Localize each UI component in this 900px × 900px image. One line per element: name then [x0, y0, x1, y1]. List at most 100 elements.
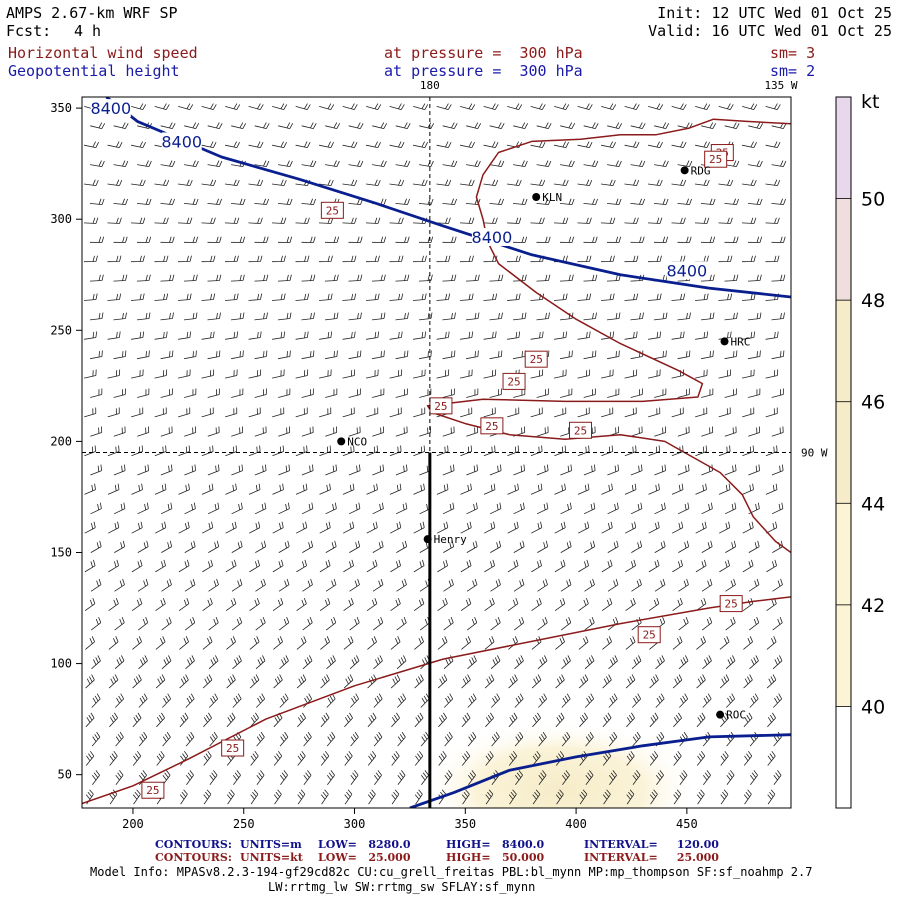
wind-barb	[536, 388, 549, 398]
wind-barb	[513, 160, 528, 167]
chart-overlay: RDG KLN HRC NCO Henry ROC	[82, 97, 791, 808]
wind-barb	[225, 141, 240, 148]
wind-barb	[413, 407, 426, 418]
wind-barb	[83, 179, 99, 186]
wind-barb	[85, 750, 95, 766]
wind-barb	[277, 312, 292, 321]
wind-barb	[765, 407, 778, 418]
wind-barb	[513, 502, 525, 515]
wind-barb	[373, 731, 383, 747]
wind-barb	[483, 445, 496, 457]
wind-barb	[272, 521, 284, 534]
wind-barb	[436, 369, 450, 379]
wind-barb	[748, 160, 763, 167]
wind-barb	[554, 597, 566, 612]
wind-barb	[749, 655, 759, 670]
wind-barb	[391, 712, 400, 728]
wind-barb	[390, 559, 401, 573]
wind-barb	[577, 103, 593, 110]
wind-barb	[677, 502, 690, 515]
wind-barb	[601, 407, 614, 418]
wind-contour-label: 25	[226, 742, 239, 755]
wind-barb	[160, 236, 175, 243]
wind-barb	[248, 293, 263, 301]
wind-barb	[630, 236, 645, 243]
wind-barb	[443, 616, 454, 631]
wind-barb	[671, 407, 684, 418]
wind-barb	[601, 483, 613, 495]
wind-barb	[413, 559, 425, 573]
wind-barb	[342, 369, 356, 379]
wind-barb	[577, 369, 591, 379]
wind-barb	[249, 636, 260, 650]
wind-barb	[767, 712, 776, 728]
wind-barb	[459, 179, 475, 186]
wind-label-box	[221, 739, 245, 757]
wind-barb	[654, 350, 667, 360]
wind-barb	[183, 236, 199, 243]
colorbar-band	[836, 97, 851, 199]
wind-barb	[154, 445, 167, 457]
wind-barb	[183, 312, 198, 321]
wind-barb	[531, 636, 542, 650]
wind-barb	[389, 293, 404, 301]
wind-barb	[231, 350, 244, 360]
wind-barb	[555, 789, 564, 805]
wind-barb	[442, 198, 457, 205]
station-label: RDG	[691, 164, 711, 177]
wind-barb	[178, 483, 190, 495]
wind-barb	[695, 103, 711, 110]
wind-barb	[508, 750, 518, 766]
wind-barb	[577, 255, 592, 263]
wind-barb	[513, 540, 525, 553]
wind-barb	[701, 578, 713, 592]
wind-contour-label: 25	[709, 153, 722, 166]
wind-barb	[419, 388, 432, 398]
wind-barb	[600, 255, 615, 263]
wind-barb	[179, 789, 188, 805]
wind-barb	[395, 388, 408, 398]
wind-barb	[224, 255, 239, 263]
wind-barb	[773, 693, 783, 708]
wind-barb	[89, 312, 104, 321]
wind-barb	[578, 674, 589, 689]
wind-barb	[531, 674, 542, 689]
wind-barb	[201, 293, 216, 301]
colorbar-tick-label: 42	[861, 595, 885, 617]
wind-barb	[342, 331, 356, 340]
axes: 200 250 300 350 400 450 50 100 150 200 250 300 350 18…	[50, 79, 828, 831]
wind-barb	[138, 770, 147, 786]
wind-barb	[395, 350, 409, 360]
wind-barb	[624, 255, 639, 263]
wind-barb	[207, 160, 223, 167]
wind-barb	[508, 712, 518, 728]
footer-height-low: LOW= 8280.0	[318, 838, 411, 851]
wind-barb	[132, 712, 142, 728]
wind-barb	[348, 350, 362, 360]
y-tick-label: 150	[50, 545, 72, 559]
wind-barb	[530, 179, 546, 186]
wind-barb	[443, 540, 455, 553]
wind-barb	[671, 141, 687, 148]
wind-barb	[748, 464, 760, 476]
wind-barb	[372, 616, 384, 631]
wind-barb	[649, 750, 659, 766]
wind-barb	[113, 350, 127, 360]
forecast-label: Fcst:	[6, 22, 52, 40]
wind-barb	[279, 655, 289, 670]
wind-barb	[278, 464, 290, 476]
wind-barb	[372, 578, 384, 592]
wind-barb	[319, 141, 334, 148]
wind-barb	[437, 521, 449, 534]
wind-barb	[160, 502, 173, 515]
height-contour-label: 8400	[667, 261, 708, 280]
wind-barb	[654, 122, 670, 129]
wind-barb	[136, 274, 151, 282]
wind-barb	[413, 103, 429, 110]
wind-barb	[138, 693, 148, 708]
wind-barb	[747, 236, 763, 243]
wind-barb	[583, 274, 598, 282]
wind-barb	[178, 597, 190, 612]
wind-barb	[344, 789, 353, 805]
station-label: KLN	[542, 191, 562, 204]
